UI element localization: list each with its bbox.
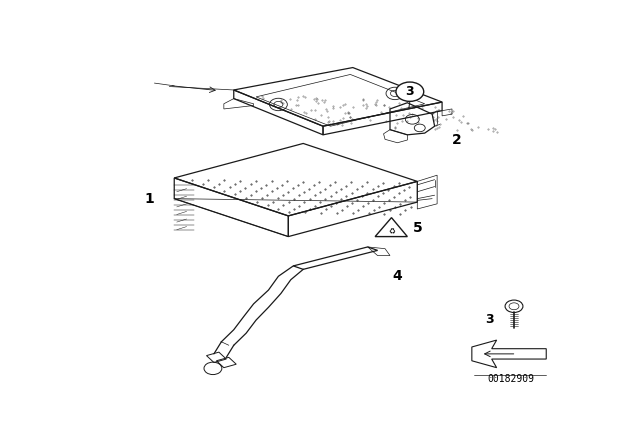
Text: 4: 4 — [392, 269, 403, 283]
Text: 2: 2 — [452, 133, 462, 147]
Circle shape — [396, 82, 424, 101]
Text: 1: 1 — [145, 192, 154, 206]
Text: 3: 3 — [485, 313, 493, 326]
Text: ♻: ♻ — [388, 227, 395, 236]
Text: 5: 5 — [412, 221, 422, 235]
Text: 3: 3 — [406, 85, 414, 98]
Text: 00182909: 00182909 — [487, 374, 534, 384]
